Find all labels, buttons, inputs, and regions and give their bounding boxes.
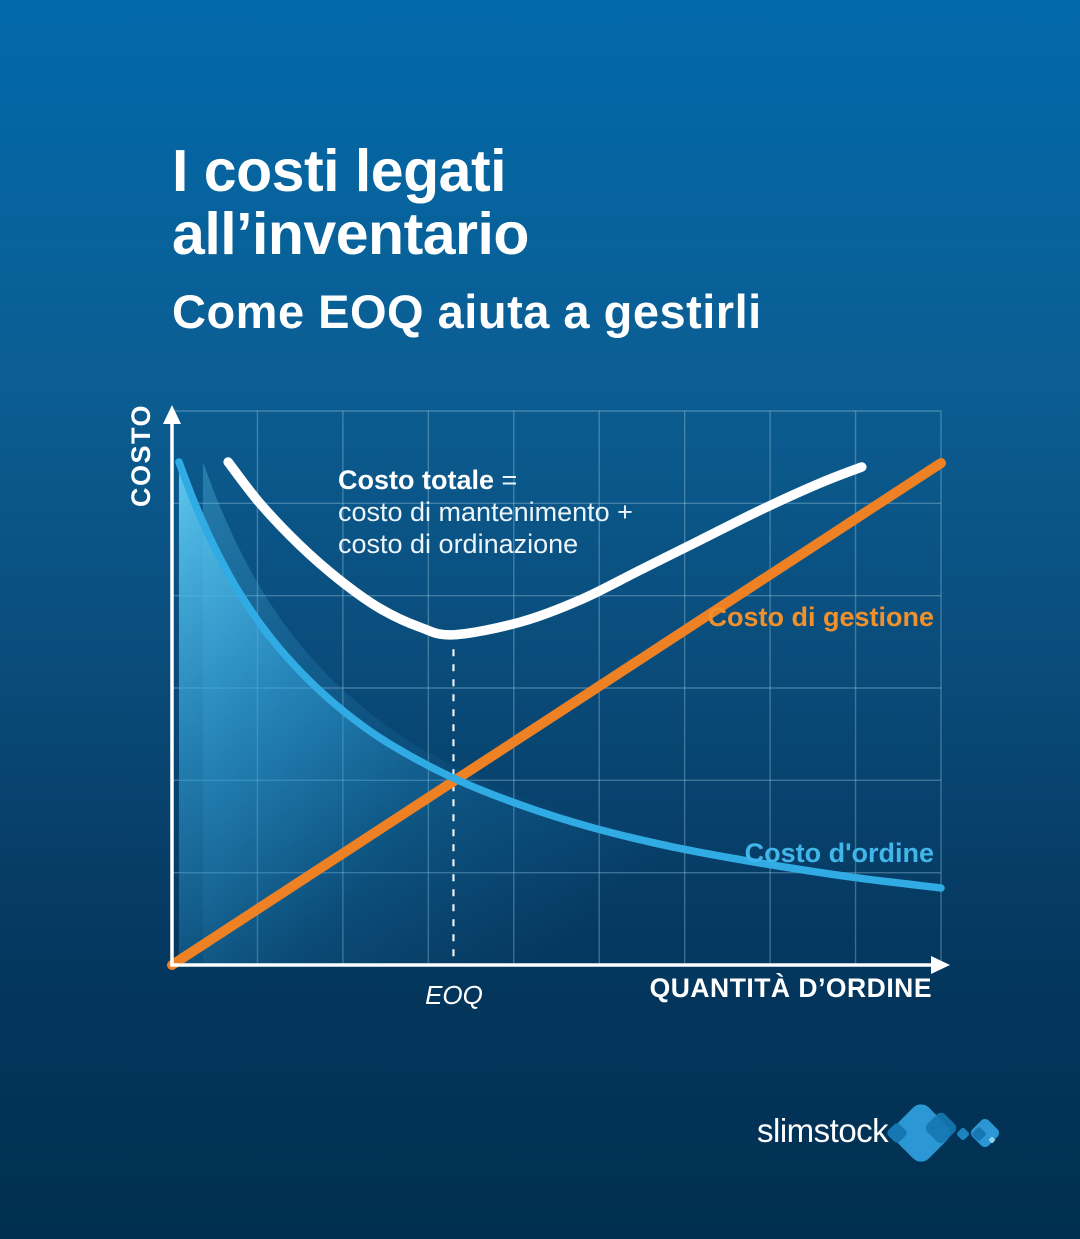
annotation-line2: costo di mantenimento + — [338, 497, 633, 527]
annotation-bold: Costo totale — [338, 465, 495, 495]
title-block: I costi legati all’inventario Come EOQ a… — [172, 140, 762, 338]
x-axis-label: QUANTITÀ D’ORDINE — [649, 973, 932, 1003]
total-cost-annotation: Costo totale = costo di mantenimento + c… — [338, 464, 633, 560]
eoq-chart-plot — [163, 405, 965, 974]
page-subtitle: Come EOQ aiuta a gestirli — [172, 285, 762, 338]
brand-wordmark: slimstock — [757, 1112, 889, 1149]
label-costo-d-ordine: Costo d'ordine — [744, 838, 934, 868]
eoq-tick-label: EOQ — [425, 980, 483, 1010]
annotation-equals: = — [494, 465, 518, 495]
slimstock-logo-icon — [887, 1104, 999, 1162]
page-title-line1: I costi legati — [172, 138, 506, 204]
label-costo-di-gestione: Costo di gestione — [707, 602, 934, 632]
annotation-line1: Costo totale = — [338, 464, 633, 496]
page-title: I costi legati all’inventario — [172, 140, 762, 266]
annotation-line3: costo di ordinazione — [338, 529, 579, 559]
page-title-line2: all’inventario — [172, 201, 529, 267]
y-axis-label: COSTO — [126, 404, 156, 508]
